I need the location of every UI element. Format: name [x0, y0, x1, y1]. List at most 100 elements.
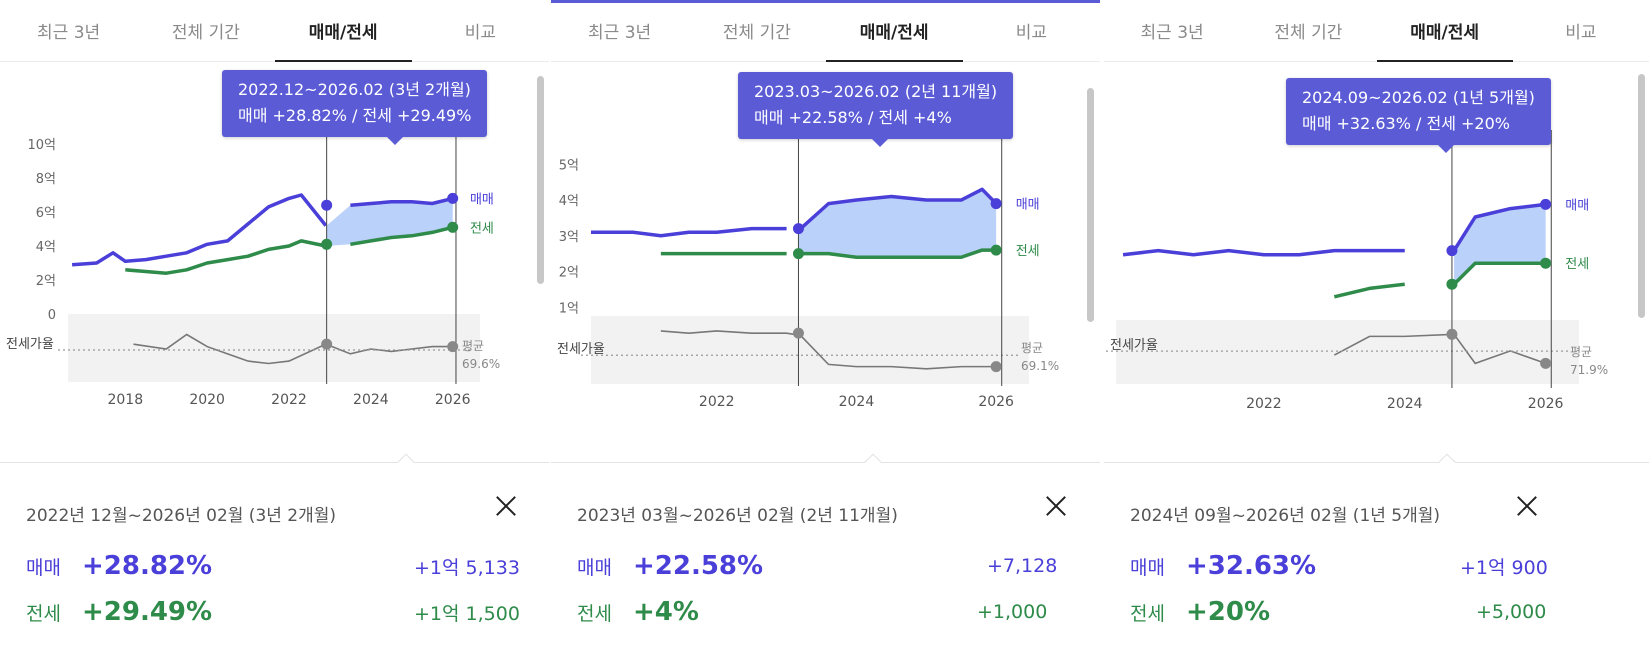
price-chart-svg[interactable]: 5억4억3억2억202220242026매매전세전세가율평균71.9% [1104, 64, 1649, 444]
jeonse-change-pct: +20% [1186, 597, 1271, 627]
summary-jeonse-row: 전세 +20% +5,000 [1130, 595, 1546, 629]
tab-compare[interactable]: 비교 [1565, 23, 1597, 43]
ratio-end-marker [990, 361, 1002, 373]
tab-compare[interactable]: 비교 [464, 23, 497, 43]
tab-recent-3-years[interactable]: 최근 3년 [588, 23, 652, 43]
chart-scrollbar[interactable] [1638, 74, 1645, 318]
sale-label: 매매 [1130, 556, 1165, 579]
sale-start-marker [1446, 245, 1458, 257]
jeonse-end-marker [990, 244, 1002, 256]
y-tick-label: 6억 [36, 206, 56, 221]
tab-compare[interactable]: 비교 [1015, 23, 1048, 43]
jeonse-end-marker [447, 221, 459, 233]
price-chart-svg[interactable]: 10억 8억 6억 4억 2억 0 2018 2020 2022 2024 2026 매매전세전세가율… [0, 64, 549, 444]
sale-series-label: 매매 [470, 192, 494, 207]
x-tick-label: 2022 [271, 392, 307, 408]
x-tick-label: 2026 [435, 392, 471, 408]
sale-change-amount: +1억 900 [1460, 556, 1548, 579]
price-chart[interactable]: 5억4억3억2억202220242026매매전세전세가율평균71.9% 2024… [1104, 64, 1649, 444]
jeonse-series-line [350, 225, 454, 247]
x-tick-label: 2026 [978, 394, 1014, 410]
jeonse-series-line [800, 248, 997, 259]
tab-sale-jeonse[interactable]: 매매/전세 [1376, 0, 1514, 62]
chart-panel-2: 최근 3년 전체 기간 매매/전세 비교 5억 4억 3억 2억 1억 2022 2024 2… [551, 0, 1100, 655]
ratio-end-marker [1540, 357, 1552, 369]
ratio-label: 전세가율 [1110, 338, 1158, 353]
x-tick-label: 2024 [353, 392, 389, 408]
sale-end-marker [1540, 198, 1552, 210]
tab-recent-3-years[interactable]: 최근 3년 [37, 23, 101, 43]
chart-scrollbar[interactable] [1087, 88, 1094, 322]
summary-sale-row: 매매 +22.58% +7,128 [577, 549, 1057, 583]
summary-sale-row: 매매 +32.63% +1억 900 [1130, 549, 1548, 583]
jeonse-start-marker [792, 248, 804, 260]
sale-change-pct: +28.82% [82, 551, 213, 581]
ratio-band [68, 314, 480, 382]
close-icon[interactable] [1514, 493, 1540, 519]
close-icon[interactable] [1043, 493, 1069, 519]
price-chart[interactable]: 10억 8억 6억 4억 2억 0 2018 2020 2022 2024 2026 매매 전세 전세가율… [0, 64, 549, 444]
y-tick-label: 8억 [36, 172, 56, 187]
summary-jeonse-row: 전세 +4% +1,000 [577, 595, 1047, 629]
ratio-start-marker [1446, 328, 1458, 340]
jeonse-start-marker [321, 238, 333, 250]
jeonse-series-label: 전세 [1565, 257, 1589, 272]
tab-all-period[interactable]: 전체 기간 [1274, 23, 1343, 43]
x-tick-label: 2022 [1246, 396, 1282, 412]
summary-card: 2022년 12월~2026년 02월 (3년 2개월) 매매 +28.82% … [0, 453, 549, 655]
period-tabs: 최근 3년 전체 기간 매매/전세 비교 [1104, 0, 1649, 62]
y-tick-label: 3억 [559, 230, 579, 245]
sale-series-line [1452, 202, 1546, 252]
jeonse-series-line-before [1333, 282, 1405, 299]
average-label: 평균 [1021, 341, 1043, 355]
selection-area [1454, 204, 1546, 285]
tooltip-range: 2022.12~2026.02 (3년 2개월) [238, 80, 471, 99]
sale-end-marker [990, 198, 1002, 210]
average-label: 평균 [1570, 345, 1592, 359]
selection-area [798, 189, 997, 258]
x-tick-label: 2022 [699, 394, 735, 410]
y-tick-label: 2억 [36, 274, 56, 289]
price-chart[interactable]: 5억 4억 3억 2억 1억 2022 2024 2026 매매 전세 전세가율 평균 69.1% 20… [551, 64, 1100, 444]
sale-start-marker [321, 199, 333, 211]
x-tick-label: 2024 [1387, 396, 1423, 412]
summary-card: 2023년 03월~2026년 02월 (2년 11개월) 매매 +22.58%… [551, 453, 1100, 655]
jeonse-change-pct: +4% [633, 597, 699, 627]
sale-change-pct: +22.58% [633, 551, 764, 581]
tab-sale-jeonse[interactable]: 매매/전세 [274, 0, 413, 62]
summary-jeonse-row: 전세 +29.49% +1억 1,500 [26, 595, 520, 629]
chart-scrollbar[interactable] [537, 76, 544, 284]
sale-series-line-before [71, 193, 328, 267]
ratio-start-marker [792, 327, 804, 339]
period-tabs: 최근 3년 전체 기간 매매/전세 비교 [0, 0, 549, 62]
sale-series-label: 매매 [1016, 198, 1040, 213]
tab-sale-jeonse[interactable]: 매매/전세 [825, 0, 964, 62]
jeonse-end-marker [1540, 257, 1552, 269]
summary-period: 2023년 03월~2026년 02월 (2년 11개월) [577, 506, 898, 526]
selection-tooltip: 2023.03~2026.02 (2년 11개월) 매매 +22.58% / 전… [738, 72, 1014, 147]
average-label: 평균 [462, 339, 484, 353]
sale-change-pct: +32.63% [1186, 551, 1317, 581]
jeonse-series-label: 전세 [470, 221, 494, 236]
summary-card: 2024년 09월~2026년 02월 (1년 5개월) 매매 +32.63% … [1104, 453, 1649, 655]
close-icon[interactable] [493, 493, 519, 519]
jeonse-change-amount: +5,000 [1476, 601, 1547, 623]
sale-end-marker [447, 192, 459, 204]
sale-label: 매매 [577, 556, 612, 579]
tab-recent-3-years[interactable]: 최근 3년 [1140, 23, 1204, 43]
jeonse-series-line-before [125, 239, 327, 275]
chart-panel-3: 최근 3년 전체 기간 매매/전세 비교 5억4억3억2억20222024202… [1104, 0, 1649, 655]
period-tabs: 최근 3년 전체 기간 매매/전세 비교 [551, 0, 1100, 62]
ratio-end-marker [447, 341, 459, 353]
selection-tooltip: 2024.09~2026.02 (1년 5개월) 매매 +32.63% / 전세… [1286, 78, 1551, 153]
tab-all-period[interactable]: 전체 기간 [171, 23, 240, 43]
tooltip-range: 2023.03~2026.02 (2년 11개월) [754, 82, 998, 101]
y-tick-label: 2억 [559, 266, 579, 281]
sale-label: 매매 [26, 556, 61, 579]
tab-all-period[interactable]: 전체 기간 [722, 23, 791, 43]
x-tick-label: 2024 [839, 394, 875, 410]
sale-series-line-before [591, 226, 787, 238]
jeonse-series-line [1452, 261, 1546, 286]
